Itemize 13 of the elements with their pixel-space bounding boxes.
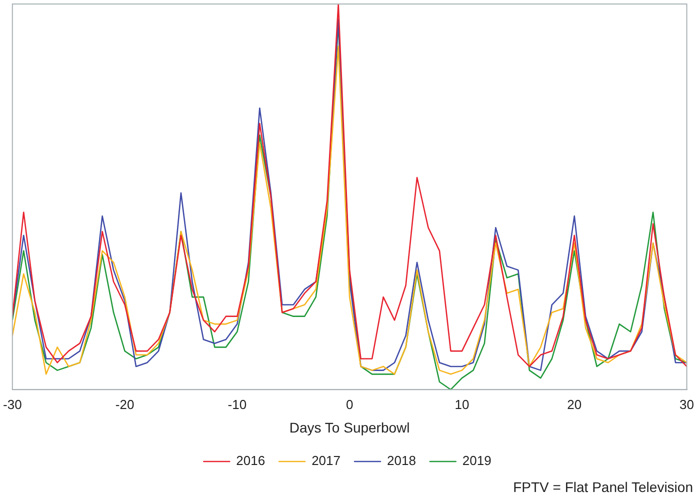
- x-tick-label: -20: [115, 396, 134, 412]
- x-tick-label: 30: [680, 396, 694, 412]
- x-tick-label: 20: [567, 396, 582, 412]
- legend-label: 2019: [462, 453, 492, 468]
- legend-label: 2018: [387, 453, 416, 468]
- x-tick-label: 0: [346, 396, 354, 412]
- legend-label: 2017: [312, 453, 340, 468]
- legend-label: 2016: [236, 453, 266, 468]
- x-tick-label: 10: [454, 396, 470, 412]
- x-tick-label: -30: [2, 396, 22, 412]
- text: FPTV = Flat Panel Television: [513, 479, 693, 495]
- x-tick-label: -10: [228, 396, 247, 412]
- x-axis-title: Days To Superbowl: [289, 419, 410, 436]
